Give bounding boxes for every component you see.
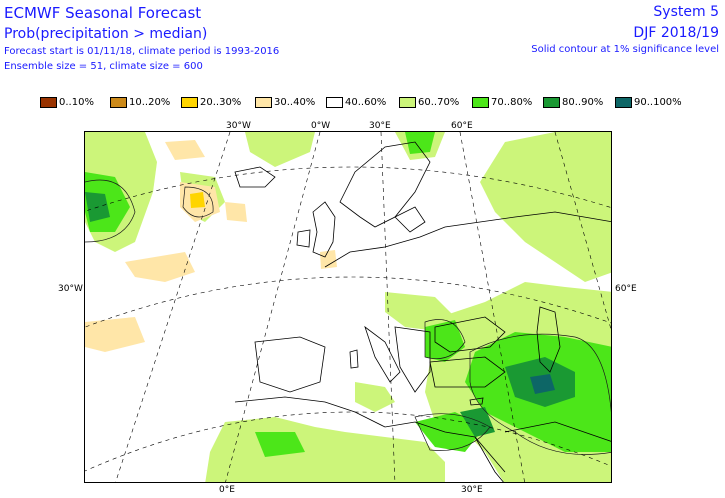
system-label: System 5 xyxy=(653,4,719,20)
axis-label-right: 60°E xyxy=(615,284,637,294)
shade-60-70 xyxy=(480,132,611,282)
legend-item: 80..90% xyxy=(543,95,603,109)
map-canvas xyxy=(85,132,611,482)
legend-item: 20..30% xyxy=(181,95,241,109)
legend-swatch xyxy=(399,96,416,108)
shade-90-100 xyxy=(530,374,555,394)
ensemble-info: Ensemble size = 51, climate size = 600 xyxy=(4,61,203,72)
map-subtitle: Prob(precipitation > median) xyxy=(4,26,208,42)
legend-label: 0..10% xyxy=(59,96,94,108)
axis-label-top: 30°E xyxy=(369,121,391,131)
significance-contours xyxy=(85,179,611,455)
shade-30-40 xyxy=(320,250,337,269)
legend-swatch xyxy=(615,96,632,108)
legend-item: 60..70% xyxy=(399,95,459,109)
probability-shading xyxy=(85,132,611,482)
axis-label-left: 30°W xyxy=(58,284,83,294)
legend-label: 40..60% xyxy=(345,96,387,108)
legend-item: 40..60% xyxy=(326,95,386,109)
shade-30-40 xyxy=(85,317,145,352)
forecast-map xyxy=(84,131,612,483)
legend-item: 70..80% xyxy=(472,95,532,109)
legend-label: 90..100% xyxy=(634,96,682,108)
shade-20-30 xyxy=(190,192,205,208)
shade-80-90 xyxy=(460,407,495,437)
legend-swatch xyxy=(181,96,198,108)
axis-label-top: 60°E xyxy=(451,121,473,131)
axis-label-top: 0°W xyxy=(311,121,331,131)
legend-label: 20..30% xyxy=(200,96,242,108)
axis-label-bottom: 0°E xyxy=(219,485,235,495)
axis-label-bottom: 30°E xyxy=(461,485,483,495)
shade-60-70 xyxy=(245,132,315,167)
legend-swatch xyxy=(326,96,343,108)
shade-60-70 xyxy=(355,382,395,412)
significance-note: Solid contour at 1% significance level xyxy=(531,44,719,55)
legend-label: 70..80% xyxy=(491,96,533,108)
legend-label: 60..70% xyxy=(418,96,460,108)
shade-30-40 xyxy=(125,252,195,282)
axis-label-top: 30°W xyxy=(226,121,251,131)
shade-30-40 xyxy=(225,202,247,222)
coastlines xyxy=(234,141,611,482)
forecast-info: Forecast start is 01/11/18, climate peri… xyxy=(4,46,280,57)
legend-label: 30..40% xyxy=(274,96,316,108)
legend-item: 0..10% xyxy=(40,95,94,109)
graticule xyxy=(85,132,611,482)
legend-swatch xyxy=(543,96,560,108)
legend-swatch xyxy=(472,96,489,108)
shade-60-70 xyxy=(205,417,445,482)
map-title: ECMWF Seasonal Forecast xyxy=(4,4,202,22)
legend-swatch xyxy=(255,96,272,108)
season-label: DJF 2018/19 xyxy=(633,25,719,41)
shade-30-40 xyxy=(165,140,205,160)
shade-70-80 xyxy=(255,432,305,457)
legend-item: 90..100% xyxy=(615,95,682,109)
shade-70-80 xyxy=(405,132,435,154)
legend-label: 80..90% xyxy=(562,96,604,108)
legend-swatch xyxy=(110,96,127,108)
legend-item: 30..40% xyxy=(255,95,315,109)
legend-item: 10..20% xyxy=(110,95,170,109)
legend-label: 10..20% xyxy=(129,96,171,108)
legend-swatch xyxy=(40,96,57,108)
